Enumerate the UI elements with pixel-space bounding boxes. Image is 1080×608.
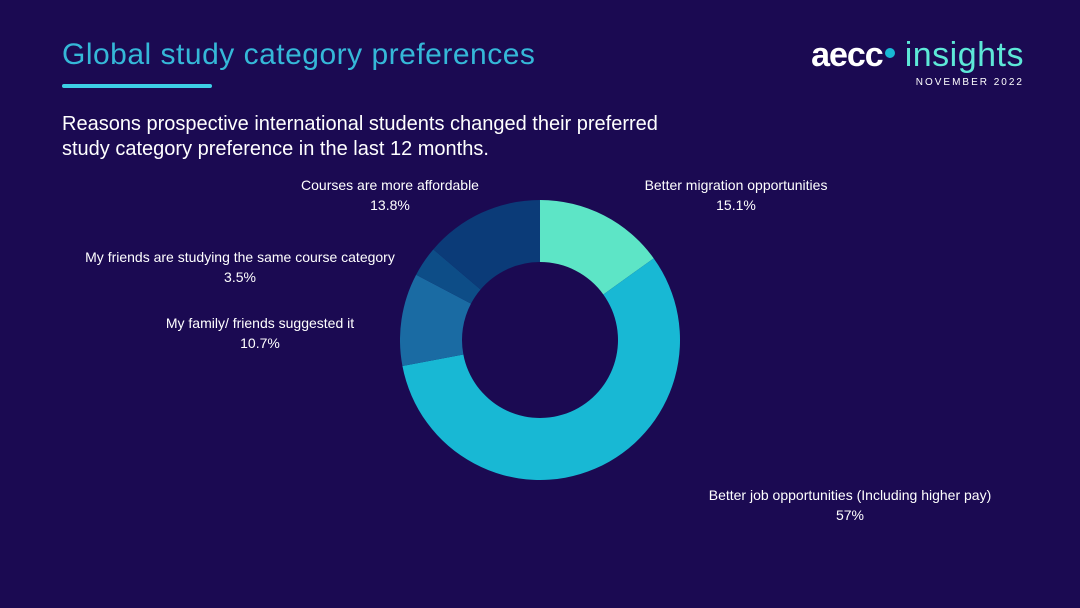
donut-svg — [400, 200, 680, 480]
page-subtitle: Reasons prospective international studen… — [62, 112, 702, 162]
slice-label-pct: 15.1% — [606, 196, 866, 214]
slice-label: Better job opportunities (Including high… — [680, 486, 1020, 524]
slice-label: My friends are studying the same course … — [60, 248, 420, 286]
slice-label: My family/ friends suggested it 10.7% — [130, 314, 390, 352]
brand-block: aecc insights NOVEMBER 2022 — [811, 36, 1024, 88]
brand-date: NOVEMBER 2022 — [811, 77, 1024, 88]
brand-aecc: aecc — [811, 36, 895, 75]
slice-label-text: My family/ friends suggested it — [166, 315, 354, 331]
slice-label-text: Better migration opportunities — [645, 177, 828, 193]
slice-label-text: Courses are more affordable — [301, 177, 479, 193]
brand-row: aecc insights — [811, 36, 1024, 75]
slice-label-pct: 3.5% — [60, 268, 420, 286]
brand-aecc-text: aecc — [811, 36, 883, 74]
title-underline — [62, 84, 212, 88]
brand-dot-icon — [885, 48, 895, 58]
slice-label-pct: 57% — [680, 506, 1020, 524]
page-title: Global study category preferences — [62, 38, 535, 72]
slice-label-pct: 10.7% — [130, 334, 390, 352]
slice-label: Better migration opportunities 15.1% — [606, 176, 866, 214]
slice-label-pct: 13.8% — [260, 196, 520, 214]
donut-chart — [400, 200, 680, 480]
slide: Global study category preferences Reason… — [0, 0, 1080, 608]
slice-label: Courses are more affordable 13.8% — [260, 176, 520, 214]
brand-insights: insights — [905, 36, 1024, 75]
slice-label-text: My friends are studying the same course … — [85, 249, 395, 265]
slice-label-text: Better job opportunities (Including high… — [709, 487, 992, 503]
